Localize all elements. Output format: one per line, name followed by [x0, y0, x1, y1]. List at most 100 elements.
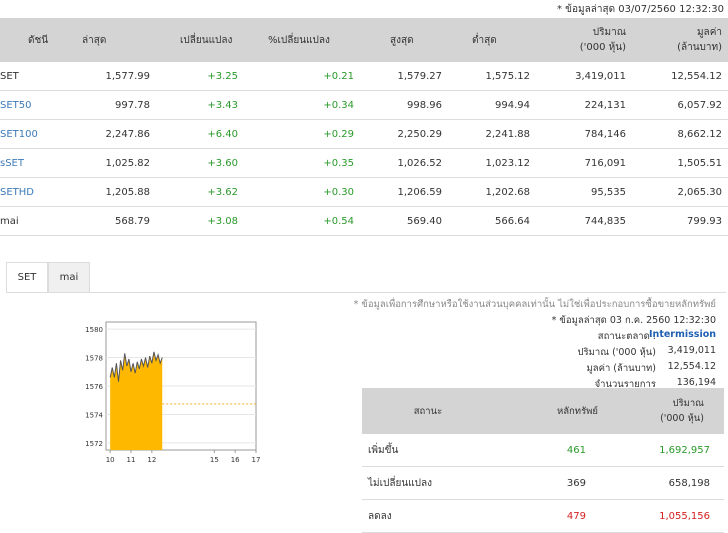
- change-value: +3.08: [156, 206, 244, 236]
- trade-value: 2,065.30: [632, 177, 728, 207]
- x-tick-label: 16: [231, 456, 240, 464]
- col-status-volume-label: ปริมาณ: [672, 398, 704, 409]
- low-value: 994.94: [448, 90, 536, 120]
- col-securities: หลักทรัพย์: [494, 388, 604, 434]
- status-count: 479: [494, 499, 604, 533]
- trade-value: 12,554.12: [632, 62, 728, 91]
- table-row: SET50 997.78 +3.43 +0.34 998.96 994.94 2…: [0, 90, 728, 120]
- change-value: +3.25: [156, 62, 244, 91]
- col-volume-unit: ('000 หุ้น): [579, 42, 626, 53]
- last-value: 997.78: [68, 90, 156, 120]
- update-note: * ข้อมูลล่าสุด 03/07/2560 12:32:30: [557, 4, 724, 15]
- table-row: ไม่เปลี่ยนแปลง 369 658,198: [362, 466, 724, 500]
- high-value: 2,250.29: [360, 119, 448, 149]
- pct-change-value: +0.21: [244, 62, 360, 91]
- volume-value: 3,419,011: [536, 62, 632, 91]
- high-value: 1,206.59: [360, 177, 448, 207]
- volume-value: 224,131: [536, 90, 632, 120]
- market-status-label: สถานะตลาด :: [597, 331, 656, 342]
- x-tick-label: 15: [210, 456, 219, 464]
- low-value: 1,023.12: [448, 148, 536, 178]
- table-row: sSET 1,025.82 +3.60 +0.35 1,026.52 1,023…: [0, 148, 728, 178]
- index-name: mai: [0, 206, 68, 236]
- change-value: +3.43: [156, 90, 244, 120]
- trade-value: 8,662.12: [632, 119, 728, 149]
- volume-value: 744,835: [536, 206, 632, 236]
- index-table-header: ดัชนี ล่าสุด เปลี่ยนแปลง %เปลี่ยนแปลง สู…: [0, 18, 728, 62]
- pct-change-value: +0.54: [244, 206, 360, 236]
- low-value: 566.64: [448, 206, 536, 236]
- col-pct-change: %เปลี่ยนแปลง: [244, 18, 360, 62]
- trade-value: 1,505.51: [632, 148, 728, 178]
- col-status-volume-unit: ('000 หุ้น): [660, 413, 704, 424]
- col-index: ดัชนี: [0, 18, 68, 62]
- y-tick-label: 1574: [85, 411, 103, 419]
- trade-value: 799.93: [632, 206, 728, 236]
- status-label: เพิ่มขึ้น: [362, 434, 494, 467]
- x-tick-label: 17: [252, 456, 261, 464]
- col-status-volume: ปริมาณ ('000 หุ้น): [604, 388, 724, 434]
- col-last: ล่าสุด: [68, 18, 156, 62]
- index-name: SET: [0, 62, 68, 91]
- y-tick-label: 1578: [85, 355, 103, 363]
- pct-change-value: +0.35: [244, 148, 360, 178]
- col-value-unit: (ล้านบาท): [677, 42, 722, 53]
- tab-set[interactable]: SET: [6, 262, 48, 293]
- tab-mai[interactable]: mai: [48, 262, 90, 293]
- x-tick-label: 11: [127, 456, 136, 464]
- status-volume: 1,055,156: [604, 499, 724, 533]
- volume-value: 95,535: [536, 177, 632, 207]
- pct-change-value: +0.29: [244, 119, 360, 149]
- total-trades: 136,194: [676, 377, 716, 388]
- x-tick-label: 12: [147, 456, 156, 464]
- pct-change-value: +0.30: [244, 177, 360, 207]
- last-value: 2,247.86: [68, 119, 156, 149]
- last-value: 568.79: [68, 206, 156, 236]
- status-count: 369: [494, 466, 604, 500]
- total-volume: 3,419,011: [667, 345, 716, 356]
- status-volume: 1,692,957: [604, 434, 724, 467]
- y-tick-label: 1576: [85, 383, 103, 391]
- y-tick-label: 1580: [85, 326, 103, 334]
- total-value-label: มูลค่า (ล้านบาท): [586, 363, 656, 374]
- index-link-set100[interactable]: SET100: [0, 119, 68, 149]
- tab-divider: [6, 292, 726, 293]
- y-tick-label: 1572: [85, 440, 103, 448]
- index-link-set50[interactable]: SET50: [0, 90, 68, 120]
- table-row: ลดลง 479 1,055,156: [362, 499, 724, 533]
- table-row: เพิ่มขึ้น 461 1,692,957: [362, 434, 724, 467]
- col-value: มูลค่า (ล้านบาท): [632, 18, 728, 62]
- col-volume: ปริมาณ ('000 หุ้น): [536, 18, 632, 62]
- table-row: SETHD 1,205.88 +3.62 +0.30 1,206.59 1,20…: [0, 177, 728, 207]
- index-table: ดัชนี ล่าสุด เปลี่ยนแปลง %เปลี่ยนแปลง สู…: [0, 18, 728, 236]
- col-value-label: มูลค่า: [696, 27, 722, 38]
- change-value: +3.62: [156, 177, 244, 207]
- col-status: สถานะ: [362, 388, 494, 434]
- total-volume-label: ปริมาณ ('000 หุ้น): [577, 347, 657, 358]
- change-value: +3.60: [156, 148, 244, 178]
- total-trades-label: จำนวนรายการ: [594, 379, 656, 390]
- x-tick-label: 10: [106, 456, 115, 464]
- disclaimer: * ข้อมูลเพื่อการศึกษาหรือใช้งานส่วนบุคคล…: [353, 299, 716, 310]
- chart-area-fill: [110, 351, 163, 450]
- status-count: 461: [494, 434, 604, 467]
- high-value: 569.40: [360, 206, 448, 236]
- index-link-sset[interactable]: sSET: [0, 148, 68, 178]
- col-volume-label: ปริมาณ: [592, 27, 626, 38]
- table-row: SET 1,577.99 +3.25 +0.21 1,579.27 1,575.…: [0, 62, 728, 91]
- index-link-sethd[interactable]: SETHD: [0, 177, 68, 207]
- low-value: 1,202.68: [448, 177, 536, 207]
- status-label: ไม่เปลี่ยนแปลง: [362, 466, 494, 500]
- market-status: Intermission: [649, 329, 716, 340]
- col-high: สูงสุด: [360, 18, 448, 62]
- total-value: 12,554.12: [667, 361, 716, 372]
- volume-value: 716,091: [536, 148, 632, 178]
- col-change: เปลี่ยนแปลง: [156, 18, 244, 62]
- pct-change-value: +0.34: [244, 90, 360, 120]
- change-value: +6.40: [156, 119, 244, 149]
- col-low: ต่ำสุด: [448, 18, 536, 62]
- high-value: 1,026.52: [360, 148, 448, 178]
- table-row: mai 568.79 +3.08 +0.54 569.40 566.64 744…: [0, 206, 728, 236]
- trade-value: 6,057.92: [632, 90, 728, 120]
